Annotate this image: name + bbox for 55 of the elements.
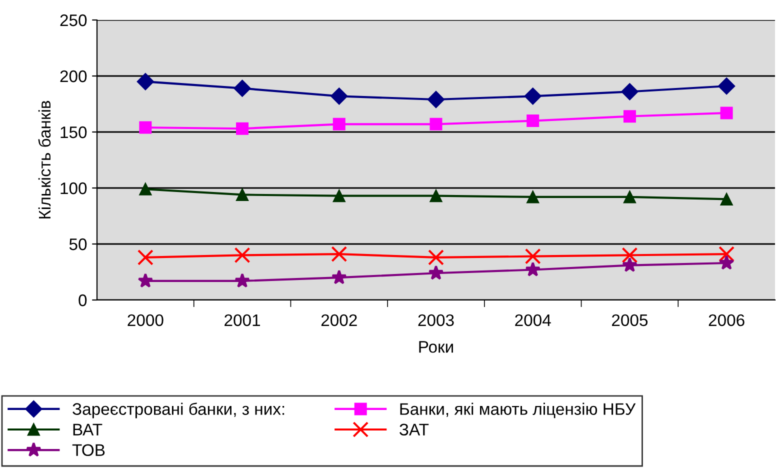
point bbox=[332, 118, 346, 130]
y-axis-title: Кількість банків bbox=[38, 100, 51, 218]
y-tick-label: 100 bbox=[60, 182, 87, 194]
point bbox=[720, 106, 733, 120]
legend-label: ЗАТ bbox=[399, 424, 429, 436]
legend-label: Банки, які мають ліцензію НБУ bbox=[400, 402, 636, 418]
point bbox=[524, 248, 541, 264]
x-tick-label: 2005 bbox=[612, 314, 648, 326]
point bbox=[526, 190, 540, 204]
point bbox=[139, 121, 152, 134]
point bbox=[331, 270, 347, 284]
point bbox=[622, 257, 638, 272]
y-tick-label: 0 bbox=[78, 294, 87, 306]
x-tick-label: 2003 bbox=[418, 314, 454, 326]
legend-label: ТОВ bbox=[72, 444, 105, 456]
x-axis-title: Роки bbox=[419, 341, 453, 353]
y-tick-label: 50 bbox=[69, 238, 87, 250]
x-tick-label: 2001 bbox=[224, 314, 260, 326]
point bbox=[234, 80, 251, 97]
point bbox=[139, 182, 152, 196]
point bbox=[234, 272, 250, 288]
point bbox=[236, 188, 249, 201]
point bbox=[428, 265, 444, 280]
legend-label: Зареєстровані банки, з них: bbox=[72, 402, 284, 418]
x-tick-label: 2004 bbox=[515, 314, 551, 326]
x-tick-label: 2006 bbox=[708, 314, 744, 326]
point bbox=[718, 78, 736, 95]
point bbox=[718, 246, 735, 262]
y-tick-label: 150 bbox=[60, 126, 87, 138]
x-tick-label: 2000 bbox=[128, 314, 164, 326]
y-tick-label: 250 bbox=[60, 14, 87, 26]
point bbox=[621, 83, 638, 100]
point bbox=[330, 88, 348, 105]
point bbox=[622, 247, 638, 264]
point bbox=[718, 255, 734, 270]
point bbox=[623, 190, 636, 204]
x-tick-label: 2002 bbox=[321, 314, 357, 326]
point bbox=[136, 73, 154, 90]
point bbox=[524, 88, 542, 105]
legend-label: ВАТ bbox=[73, 424, 102, 436]
point bbox=[525, 262, 541, 276]
point bbox=[332, 190, 346, 202]
point bbox=[138, 272, 154, 288]
point bbox=[428, 249, 444, 266]
point bbox=[331, 246, 348, 262]
point bbox=[430, 190, 442, 202]
point bbox=[427, 90, 445, 108]
point bbox=[720, 192, 733, 206]
point bbox=[526, 114, 540, 128]
point bbox=[234, 247, 250, 264]
point bbox=[623, 110, 636, 123]
point bbox=[236, 122, 249, 135]
y-tick-label: 200 bbox=[60, 70, 87, 82]
point bbox=[430, 118, 442, 130]
point bbox=[137, 249, 154, 266]
